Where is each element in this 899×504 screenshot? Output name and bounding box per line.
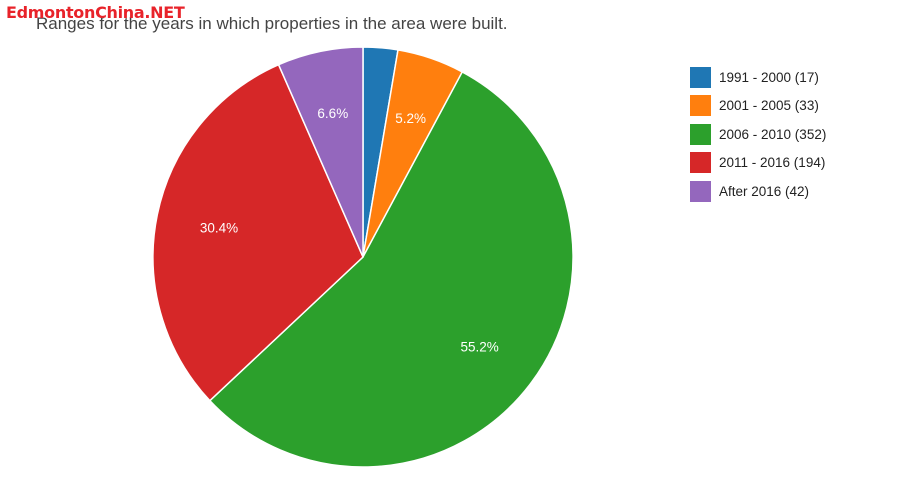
legend-label: 2006 - 2010 (352): [719, 126, 827, 142]
chart-subtitle: Ranges for the years in which properties…: [36, 14, 508, 33]
legend-swatch: [690, 123, 711, 145]
legend-item-1991-2000-17: 1991 - 2000 (17): [690, 66, 890, 88]
pie-slice-2006-2010-352: [208, 70, 574, 468]
legend-label: 2011 - 2016 (194): [719, 155, 826, 171]
watermark-logo: EdmontonChina.NET: [6, 3, 185, 22]
chart-legend: 1991 - 2000 (17) 2001 - 2005 (33) 2006 - 2…: [690, 66, 890, 210]
pie-slice-after-2016-42: [277, 46, 364, 258]
legend-item-2001-2005-33: 2001 - 2005 (33): [690, 95, 890, 117]
legend-swatch: [690, 180, 711, 202]
pie-slice-2011-2016-194: [152, 63, 364, 402]
legend-label: 2001 - 2005 (33): [719, 98, 819, 114]
legend-label: After 2016 (42): [719, 183, 810, 199]
legend-swatch: [690, 95, 711, 117]
legend-swatch: [690, 152, 711, 174]
legend-swatch: [690, 66, 711, 88]
legend-item-after-2016-42: After 2016 (42): [690, 180, 890, 202]
slice-percent-label: 55.2%: [460, 340, 498, 355]
slice-percent-label: 5.2%: [395, 111, 426, 126]
legend-item-2006-2010-352: 2006 - 2010 (352): [690, 123, 890, 145]
legend-item-2011-2016-194: 2011 - 2016 (194): [690, 152, 890, 174]
slice-percent-label: 30.4%: [200, 221, 238, 236]
legend-label: 1991 - 2000 (17): [719, 69, 819, 85]
slice-percent-label: 6.6%: [317, 106, 348, 121]
